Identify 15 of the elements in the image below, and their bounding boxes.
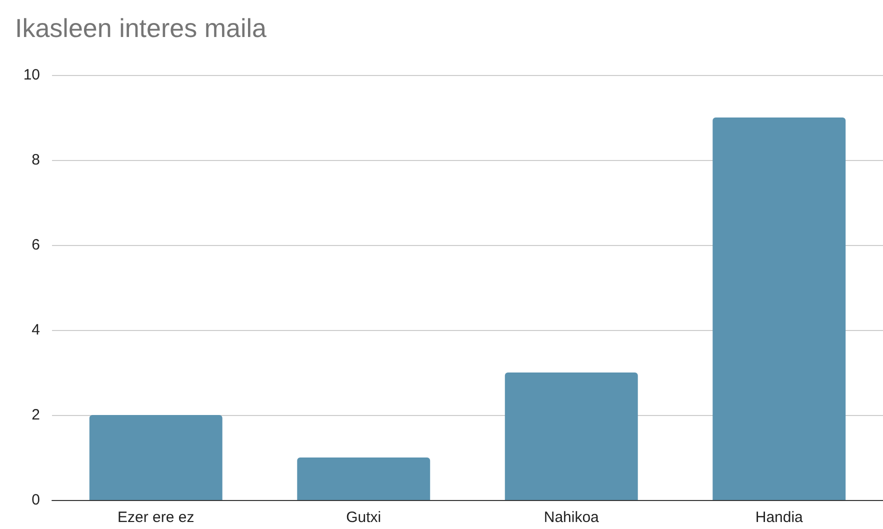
chart-title: Ikasleen interes maila (15, 13, 267, 43)
y-tick-label: 6 (32, 236, 40, 254)
y-tick-label: 10 (23, 66, 40, 84)
x-tick-label: Gutxi (346, 509, 382, 526)
x-tick-label: Nahikoa (544, 509, 600, 526)
y-tick-label: 2 (32, 406, 40, 424)
bar (504, 372, 638, 500)
y-tick-label: 8 (32, 152, 40, 168)
bar (89, 415, 222, 500)
y-tick-label: 4 (32, 322, 40, 338)
bar (297, 458, 430, 500)
bar (712, 118, 846, 500)
x-tick-label: Handia (755, 509, 804, 526)
y-tick-label: 0 (32, 492, 40, 508)
x-tick-label: Ezer ere ez (118, 509, 194, 526)
